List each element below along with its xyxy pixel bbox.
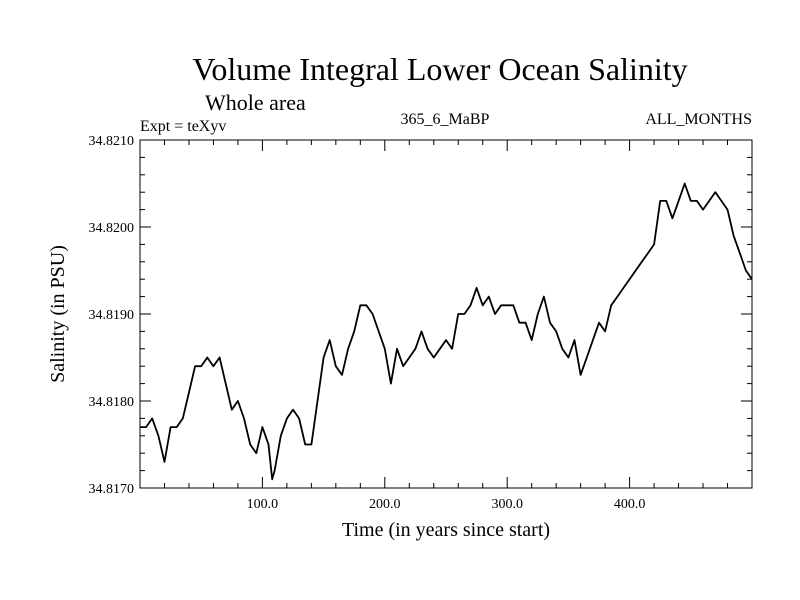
- x-axis-label: Time (in years since start): [342, 519, 550, 541]
- plot-area: 100.0 200.0 300.0 400.0 34.8170 34.8180 34.819…: [89, 134, 753, 512]
- y-tick-label: 34.8190: [89, 308, 135, 323]
- chart-subtitle: Whole area: [205, 90, 306, 115]
- salinity-series-line: [140, 182, 753, 481]
- x-tick-label: 100.0: [247, 497, 279, 512]
- chart-title: Volume Integral Lower Ocean Salinity: [192, 51, 687, 87]
- y-tick-label: 34.8170: [89, 482, 135, 497]
- x-tick-label: 300.0: [491, 497, 523, 512]
- x-tick-label: 200.0: [369, 497, 401, 512]
- plot-frame: [139, 139, 753, 489]
- y-tick-label: 34.8200: [89, 221, 135, 236]
- y-axis-label: Salinity (in PSU): [47, 245, 69, 383]
- y-tick-label: 34.8180: [89, 395, 135, 410]
- annotation-months: ALL_MONTHS: [645, 111, 752, 128]
- y-tick-label: 34.8210: [89, 134, 135, 149]
- annotation-period: 365_6_MaBP: [401, 111, 490, 128]
- x-tick-label: 400.0: [614, 497, 646, 512]
- annotation-experiment: Expt = teXyv: [140, 118, 226, 135]
